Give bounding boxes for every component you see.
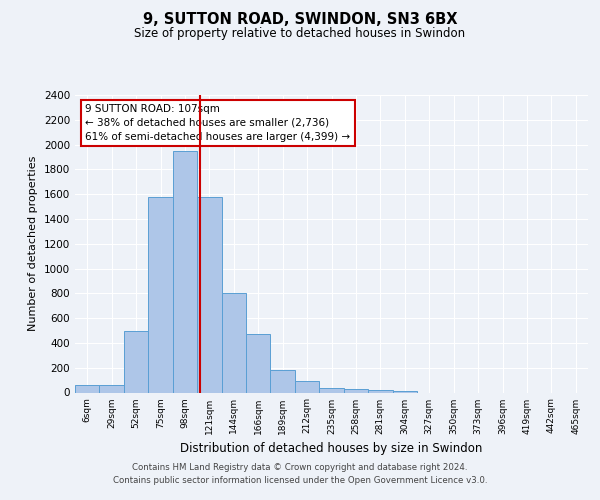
Bar xyxy=(124,330,148,392)
Bar xyxy=(368,390,392,392)
Bar xyxy=(319,388,344,392)
Bar xyxy=(75,385,100,392)
Text: Contains public sector information licensed under the Open Government Licence v3: Contains public sector information licen… xyxy=(113,476,487,485)
Bar xyxy=(197,196,221,392)
Text: Size of property relative to detached houses in Swindon: Size of property relative to detached ho… xyxy=(134,28,466,40)
Bar xyxy=(148,196,173,392)
Text: Contains HM Land Registry data © Crown copyright and database right 2024.: Contains HM Land Registry data © Crown c… xyxy=(132,464,468,472)
Bar xyxy=(221,294,246,392)
Text: 9, SUTTON ROAD, SWINDON, SN3 6BX: 9, SUTTON ROAD, SWINDON, SN3 6BX xyxy=(143,12,457,28)
Bar xyxy=(295,382,319,392)
Bar xyxy=(271,370,295,392)
Bar xyxy=(100,385,124,392)
Bar xyxy=(246,334,271,392)
Bar xyxy=(392,390,417,392)
X-axis label: Distribution of detached houses by size in Swindon: Distribution of detached houses by size … xyxy=(181,442,482,455)
Bar xyxy=(344,389,368,392)
Y-axis label: Number of detached properties: Number of detached properties xyxy=(28,156,38,332)
Bar xyxy=(173,151,197,392)
Text: 9 SUTTON ROAD: 107sqm
← 38% of detached houses are smaller (2,736)
61% of semi-d: 9 SUTTON ROAD: 107sqm ← 38% of detached … xyxy=(85,104,350,142)
